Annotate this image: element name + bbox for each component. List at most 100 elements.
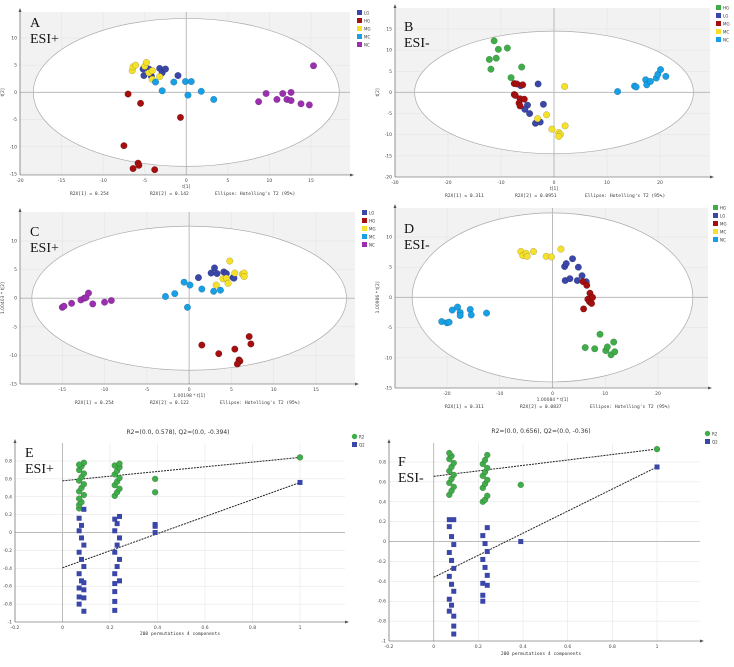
legend-label: NC [720, 238, 726, 243]
data-point-q2 [114, 542, 120, 548]
data-point-nc [262, 89, 270, 97]
x-axis-label: t[1] [182, 184, 190, 190]
data-point-q2 [76, 585, 82, 591]
x-tick-label: 0 [432, 644, 435, 650]
x-tick-label: 0 [551, 391, 554, 397]
y-axis-label: t[2] [375, 88, 381, 96]
y-axis-label: t[2] [0, 88, 6, 96]
x-tick-label: 0.4 [519, 644, 526, 650]
data-point-hg [591, 345, 599, 353]
y-tick-label: 0.6 [5, 476, 12, 482]
data-point-hg [198, 341, 206, 349]
y-tick-label: -10 [10, 353, 17, 359]
data-point-lg [207, 269, 215, 277]
x-tick-label: -10 [496, 391, 503, 397]
data-point-mg [589, 293, 597, 301]
y-tick-label: 5 [389, 265, 392, 271]
legend-marker-r2 [704, 430, 711, 437]
data-point-mc [187, 78, 195, 86]
x-tick-label: 10 [267, 178, 273, 184]
legend-marker-mc [357, 34, 362, 39]
y-axis-arrow-icon [13, 439, 17, 443]
data-point-q2 [451, 613, 457, 619]
data-point-q2 [446, 517, 452, 523]
data-point-hg [120, 142, 128, 150]
legend-label: LG [364, 11, 369, 16]
data-point-hg [247, 340, 255, 348]
data-point-mg [520, 95, 528, 103]
legend-label: Q2 [712, 440, 718, 445]
legend-marker-lg [362, 210, 367, 215]
x-tick-label: 0.8 [609, 644, 616, 650]
legend-label: MC [369, 235, 375, 240]
panel-label: D [404, 222, 414, 237]
data-point-mc [548, 125, 556, 133]
data-point-q2 [76, 594, 82, 600]
data-point-mc [557, 245, 565, 253]
data-point-mg [588, 299, 596, 307]
data-point-mg [580, 305, 588, 313]
data-point-mc [555, 132, 563, 140]
panel-label: F [398, 455, 406, 470]
legend-marker-hg [716, 5, 721, 10]
data-point-r2 [484, 451, 491, 459]
data-point-r2 [484, 464, 491, 472]
data-point-hg [494, 45, 502, 53]
x-tick-label: -0.2 [385, 644, 394, 650]
data-point-mc [216, 286, 224, 294]
data-point-hg [596, 330, 604, 338]
data-point-nc [273, 95, 281, 103]
data-point-lg [569, 255, 577, 263]
data-point-mg [519, 81, 527, 89]
data-point-mc [547, 253, 555, 261]
legend-label: MG [369, 227, 376, 232]
data-point-q2 [81, 580, 87, 586]
data-point-q2 [451, 517, 457, 523]
data-point-mc [197, 87, 205, 95]
data-point-r2 [296, 454, 304, 461]
data-point-r2 [80, 491, 88, 499]
y-tick-label: 0.4 [379, 499, 386, 505]
data-point-nc [309, 62, 317, 70]
data-point-q2 [81, 587, 87, 593]
data-point-q2 [81, 506, 87, 512]
data-point-hg [610, 338, 618, 346]
data-point-q2 [112, 598, 118, 604]
y-axis-label: 1.00403 * t[2] [0, 282, 6, 314]
data-point-mc [210, 287, 218, 295]
data-point-nc [287, 97, 295, 105]
data-point-r2 [446, 449, 453, 457]
data-point-mc [530, 247, 538, 255]
data-point-q2 [446, 549, 452, 555]
data-point-r2 [80, 470, 88, 477]
footer-stat: Ellipse: Hotelling's T2 (95%) [590, 404, 670, 410]
x-tick-label: 20 [657, 180, 663, 186]
x-tick-label: -5 [142, 178, 147, 184]
legend-marker-lg [716, 13, 721, 18]
data-point-mg [511, 91, 519, 99]
data-point-mc [561, 83, 569, 91]
y-tick-label: 10 [386, 48, 392, 54]
data-point-lg [573, 276, 581, 284]
data-point-mg [224, 279, 232, 287]
legend-label: MG [364, 27, 371, 32]
y-tick-label: -15 [385, 386, 392, 392]
legend-marker-q2 [705, 439, 710, 444]
x-tick-label: 1 [656, 644, 659, 650]
data-point-mc [210, 95, 218, 103]
data-point-mc [543, 111, 551, 119]
x-tick-label: 0.2 [475, 644, 482, 650]
data-point-hg [490, 37, 498, 45]
panel-label: B [404, 20, 413, 35]
y-tick-label: 5 [14, 267, 17, 273]
x-axis-arrow-icon [345, 620, 349, 624]
data-point-mc [171, 290, 179, 298]
x-tick-label: 0.8 [249, 625, 256, 631]
y-tick-label: -15 [385, 153, 392, 159]
data-point-mg [132, 61, 140, 69]
y-tick-label: -5 [13, 324, 18, 330]
x-tick-label: 5 [226, 178, 229, 184]
legend-label: NC [723, 38, 729, 43]
data-point-q2 [297, 479, 303, 485]
